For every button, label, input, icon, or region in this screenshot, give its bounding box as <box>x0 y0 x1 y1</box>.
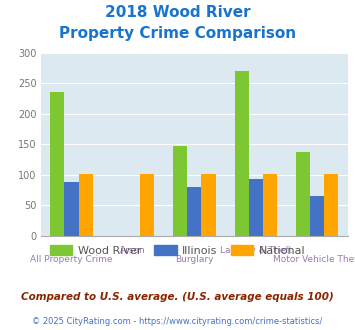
Text: 2018 Wood River: 2018 Wood River <box>105 5 250 20</box>
Bar <box>310 196 324 236</box>
Text: Burglary: Burglary <box>175 255 214 264</box>
Text: Larceny & Theft: Larceny & Theft <box>220 246 292 255</box>
Text: Arson: Arson <box>120 246 146 255</box>
Bar <box>263 174 277 236</box>
Legend: Wood River, Illinois, National: Wood River, Illinois, National <box>45 241 310 260</box>
Text: Property Crime Comparison: Property Crime Comparison <box>59 26 296 41</box>
Bar <box>140 174 154 236</box>
Text: Compared to U.S. average. (U.S. average equals 100): Compared to U.S. average. (U.S. average … <box>21 292 334 302</box>
Bar <box>296 152 310 236</box>
Text: Motor Vehicle Theft: Motor Vehicle Theft <box>273 255 355 264</box>
Bar <box>235 71 249 236</box>
Bar <box>78 174 93 236</box>
Bar <box>65 182 78 236</box>
Bar <box>201 174 215 236</box>
Bar <box>50 92 65 236</box>
Bar <box>173 146 187 236</box>
Text: © 2025 CityRating.com - https://www.cityrating.com/crime-statistics/: © 2025 CityRating.com - https://www.city… <box>32 317 323 326</box>
Bar <box>187 187 201 236</box>
Bar <box>324 174 338 236</box>
Bar <box>249 179 263 236</box>
Text: All Property Crime: All Property Crime <box>30 255 113 264</box>
